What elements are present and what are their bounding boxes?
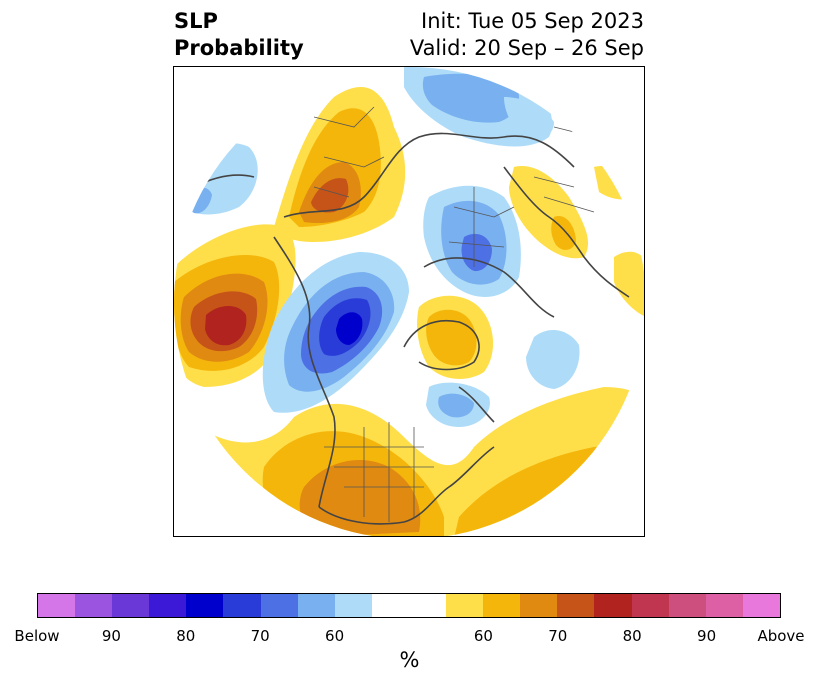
probability-map	[173, 66, 645, 537]
colorbar-swatch	[594, 594, 632, 617]
map-title-left: SLP Probability	[174, 8, 304, 62]
colorbar-swatch	[186, 594, 224, 617]
colorbar-unit-label: %	[399, 648, 420, 672]
colorbar-swatch	[446, 594, 484, 617]
above-region-na-strong	[299, 460, 421, 536]
colorbar-swatch	[371, 594, 409, 617]
colorbar-swatch	[668, 594, 706, 617]
colorbar-swatch	[520, 594, 558, 617]
colorbar-swatch	[483, 594, 521, 617]
above-region-pacific-core	[205, 306, 247, 346]
colorbar-tick-label: 80	[622, 627, 642, 645]
colorbar-tick-label: 80	[176, 627, 196, 645]
colorbar-swatch	[631, 594, 669, 617]
below-region-northeast	[504, 97, 554, 139]
below-region-eurasia-strong	[461, 233, 492, 272]
valid-range: Valid: 20 Sep – 26 Sep	[409, 36, 644, 60]
coastlines	[193, 132, 630, 525]
colorbar-tick-label: 60	[325, 627, 345, 645]
colorbar-swatch	[705, 594, 743, 617]
colorbar-tick-label: 70	[548, 627, 568, 645]
colorbar-ticks: Below 90 80 70 60 60 70 80 90 Above	[0, 627, 819, 647]
below-region-labrador-mid	[438, 393, 474, 418]
below-region-arctic-mid	[422, 73, 519, 123]
above-region-siberia-deep	[311, 178, 349, 213]
map-title-right: Init: Tue 05 Sep 2023 Valid: 20 Sep – 26…	[410, 8, 644, 62]
colorbar-swatch	[38, 594, 76, 617]
below-region-alaska-core	[336, 312, 363, 345]
colorbar-swatch	[742, 594, 780, 617]
colorbar-tick-label: Below	[14, 627, 60, 645]
colorbar-tick-label: 60	[473, 627, 493, 645]
political-boundaries	[313, 106, 625, 522]
colorbar-swatch	[557, 594, 595, 617]
colorbar-swatch	[297, 594, 335, 617]
colorbar-swatch	[75, 594, 113, 617]
colorbar-swatch	[112, 594, 150, 617]
title-variable: SLP	[174, 9, 218, 33]
init-date: Init: Tue 05 Sep 2023	[421, 9, 644, 33]
colorbar-tick-label: 90	[101, 627, 121, 645]
colorbar-swatch	[223, 594, 261, 617]
title-product: Probability	[174, 36, 304, 60]
colorbar-swatch	[408, 594, 447, 617]
colorbar-swatch	[334, 594, 372, 617]
colorbar-tick-label: 90	[697, 627, 717, 645]
above-region-east-edge	[614, 251, 644, 317]
probability-colorbar	[37, 593, 781, 618]
colorbar-swatch	[260, 594, 298, 617]
colorbar-swatch	[149, 594, 187, 617]
map-canvas	[174, 67, 644, 536]
colorbar-tick-label: Above	[757, 627, 805, 645]
below-region-east-atlantic	[526, 330, 580, 389]
colorbar-tick-label: 70	[250, 627, 270, 645]
